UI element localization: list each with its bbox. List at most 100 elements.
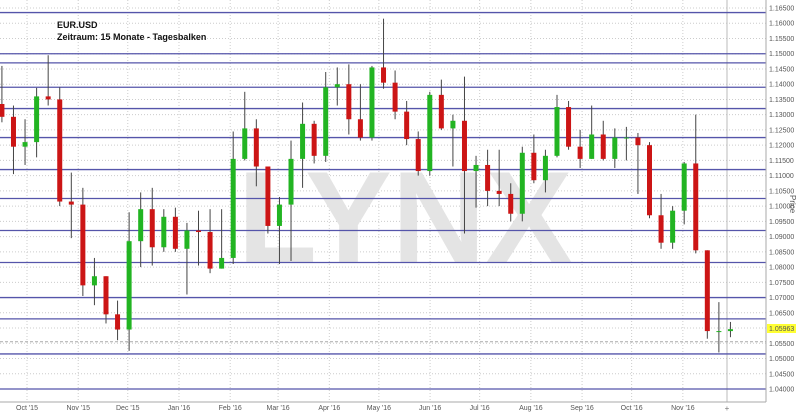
candle-body-down	[704, 250, 710, 332]
x-tick-label: Oct '16	[621, 405, 643, 412]
candle-body-down	[577, 146, 583, 159]
candle	[242, 91, 248, 161]
x-tick-label: Dec '15	[116, 405, 140, 412]
candle	[334, 67, 340, 106]
candle-body-up	[716, 331, 722, 333]
candle-body-up	[230, 158, 236, 258]
candle-body-down	[693, 163, 699, 251]
candle	[670, 206, 676, 249]
candle	[103, 276, 109, 324]
candle-body-up	[427, 94, 433, 172]
candle-body-up	[91, 276, 97, 286]
x-tick-label: Aug '16	[519, 405, 543, 412]
candle	[265, 166, 271, 234]
candle-body-up	[554, 107, 560, 156]
y-tick-label: 1.14500	[769, 66, 794, 73]
candle-body-up	[276, 204, 282, 226]
y-tick-label: 1.11500	[769, 158, 794, 165]
candle-body-up	[34, 96, 40, 143]
x-tick-label: Sep '16	[570, 405, 594, 412]
x-tick-label: Nov '16	[671, 405, 695, 412]
y-tick-label: 1.15000	[769, 51, 794, 58]
candle-body-up	[219, 257, 225, 269]
y-tick-label: 1.07500	[769, 280, 794, 287]
candle	[138, 192, 144, 268]
x-tick-label: May '16	[367, 405, 391, 412]
candle	[68, 172, 74, 239]
candle	[727, 321, 733, 338]
candle	[346, 64, 352, 135]
candle	[22, 119, 28, 165]
candle-body-down	[438, 94, 444, 129]
candle	[427, 91, 433, 176]
candle	[126, 212, 132, 351]
candle-body-down	[207, 232, 213, 269]
y-tick-label: 1.14000	[769, 82, 794, 89]
candle-body-down	[415, 139, 421, 172]
price-axis: 1.16500 1.16000 1.15500 1.15000 1.14500 1.140…	[769, 6, 794, 394]
chart-subtitle: Zeitraum: 15 Monate - Tagesbalken	[57, 32, 207, 42]
candle-body-down	[635, 137, 641, 146]
y-tick-label: 1.15500	[769, 36, 794, 43]
candle	[496, 149, 502, 207]
y-tick-label: 1.08500	[769, 249, 794, 256]
candle	[623, 126, 629, 161]
candle-body-down	[647, 145, 652, 216]
candle	[207, 209, 213, 274]
candle-body-up	[612, 137, 618, 159]
candle-body-down	[80, 204, 86, 286]
candle-body-down	[381, 67, 387, 83]
candle	[369, 65, 375, 141]
candle	[612, 128, 618, 169]
x-tick-label: Apr '16	[318, 405, 340, 412]
candle	[589, 105, 595, 159]
candle	[566, 100, 572, 150]
candle-body-up	[727, 329, 733, 332]
candle	[10, 105, 16, 175]
candle	[473, 155, 479, 208]
candle-body-up	[670, 210, 676, 243]
candle	[450, 114, 456, 167]
candle-body-down	[172, 216, 178, 249]
candle	[184, 222, 190, 295]
candle-body-up	[300, 123, 306, 159]
candle-body-down	[461, 120, 467, 172]
y-tick-label: 1.06500	[769, 310, 794, 317]
candle-body-down	[115, 314, 121, 330]
candle-body-down	[103, 276, 109, 315]
last-price-highlight	[767, 324, 796, 333]
candle	[115, 300, 121, 341]
y-tick-label: 1.10000	[769, 204, 794, 211]
candle	[704, 250, 710, 339]
y-tick-label: 1.12500	[769, 127, 794, 134]
candle	[323, 72, 329, 162]
candle-body-down	[658, 215, 664, 243]
y-tick-label: 1.09500	[769, 219, 794, 226]
candle	[485, 149, 491, 207]
candle	[300, 102, 306, 188]
x-tick-label: Jan '16	[168, 405, 190, 412]
candle-body-up	[369, 67, 375, 138]
price-axis-title: Price	[788, 195, 797, 214]
candle-body-up	[126, 241, 132, 330]
candle	[253, 119, 259, 187]
candle-body-down	[57, 99, 63, 202]
candle	[542, 149, 548, 193]
candle	[357, 84, 363, 141]
candle-body-up	[184, 230, 190, 249]
candle	[531, 134, 537, 184]
y-tick-label: 1.11000	[769, 173, 794, 180]
candle-body-up	[323, 87, 329, 156]
grid	[0, 0, 766, 402]
candle-body-down	[566, 107, 572, 147]
y-tick-label: 1.10500	[769, 188, 794, 195]
candle	[381, 18, 387, 89]
candle	[404, 100, 410, 146]
candle	[172, 207, 178, 252]
crosshair-marker[interactable]: +	[725, 404, 730, 413]
candle-body-down	[404, 111, 410, 140]
x-tick-label: Nov '15	[66, 405, 90, 412]
candle	[149, 187, 155, 266]
candle	[161, 209, 167, 252]
